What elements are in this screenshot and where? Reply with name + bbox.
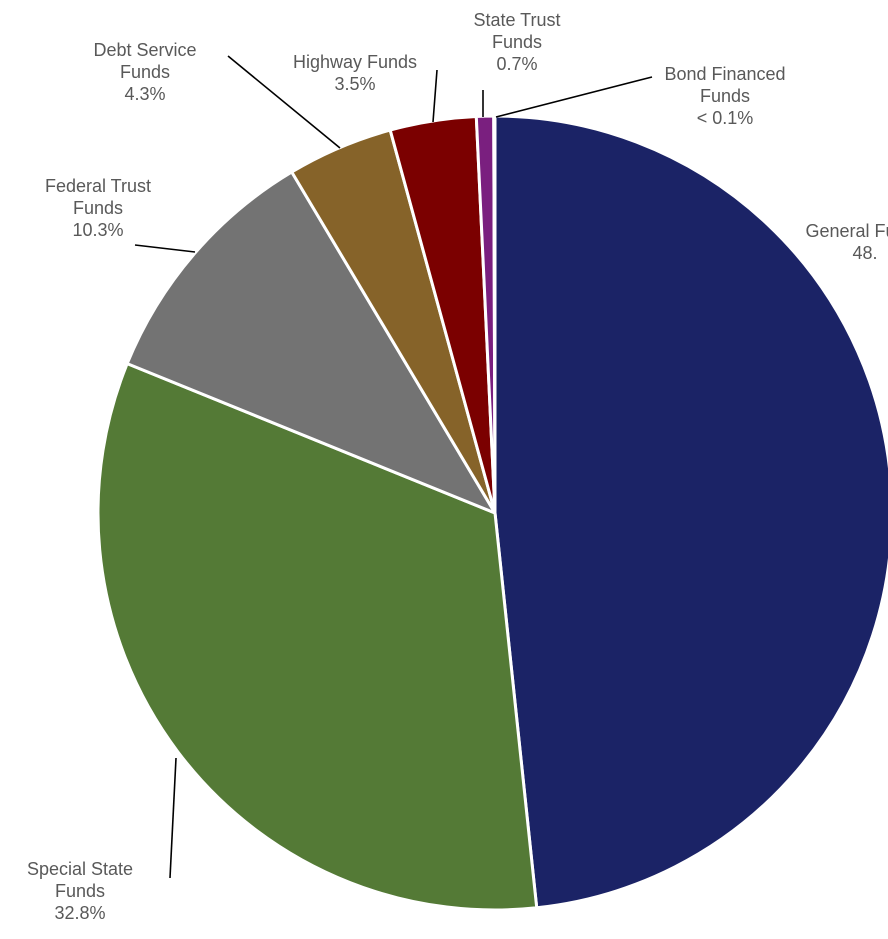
slice-label-5-1: Funds — [492, 32, 542, 52]
slice-labels: General Funds48.Special StateFunds32.8%F… — [27, 10, 888, 923]
slice-value-label-4: 3.5% — [334, 74, 375, 94]
slice-label-6-1: Funds — [700, 86, 750, 106]
leader-line-2 — [134, 244, 196, 253]
slice-label-4-0: Highway Funds — [293, 52, 417, 72]
leader-line-6 — [495, 76, 653, 118]
pie-slice-6 — [492, 114, 497, 515]
slice-label-6-0: Bond Financed — [664, 64, 785, 84]
pie-slice-2 — [125, 170, 497, 515]
slice-label-3-0: Debt Service — [93, 40, 196, 60]
slice-value-label-1: 32.8% — [54, 903, 105, 923]
slice-label-2-1: Funds — [73, 198, 123, 218]
pie-slice-1 — [96, 362, 539, 912]
slice-label-1-0: Special State — [27, 859, 133, 879]
leader-line-1 — [169, 757, 177, 879]
slice-label-1-1: Funds — [55, 881, 105, 901]
slice-label-0-0: General Funds — [805, 221, 888, 241]
slice-label-5-0: State Trust — [473, 10, 560, 30]
slice-value-label-3: 4.3% — [124, 84, 165, 104]
pie-slice-0 — [493, 114, 888, 910]
slice-value-label-6: < 0.1% — [697, 108, 754, 128]
leader-line-3 — [227, 55, 341, 149]
leader-lines — [134, 55, 653, 879]
slice-value-label-0: 48. — [852, 243, 877, 263]
slice-label-3-1: Funds — [120, 62, 170, 82]
slice-value-label-5: 0.7% — [496, 54, 537, 74]
slice-value-label-2: 10.3% — [72, 220, 123, 240]
leader-line-4 — [432, 69, 438, 123]
slice-label-2-0: Federal Trust — [45, 176, 151, 196]
pie-slices — [96, 114, 888, 912]
